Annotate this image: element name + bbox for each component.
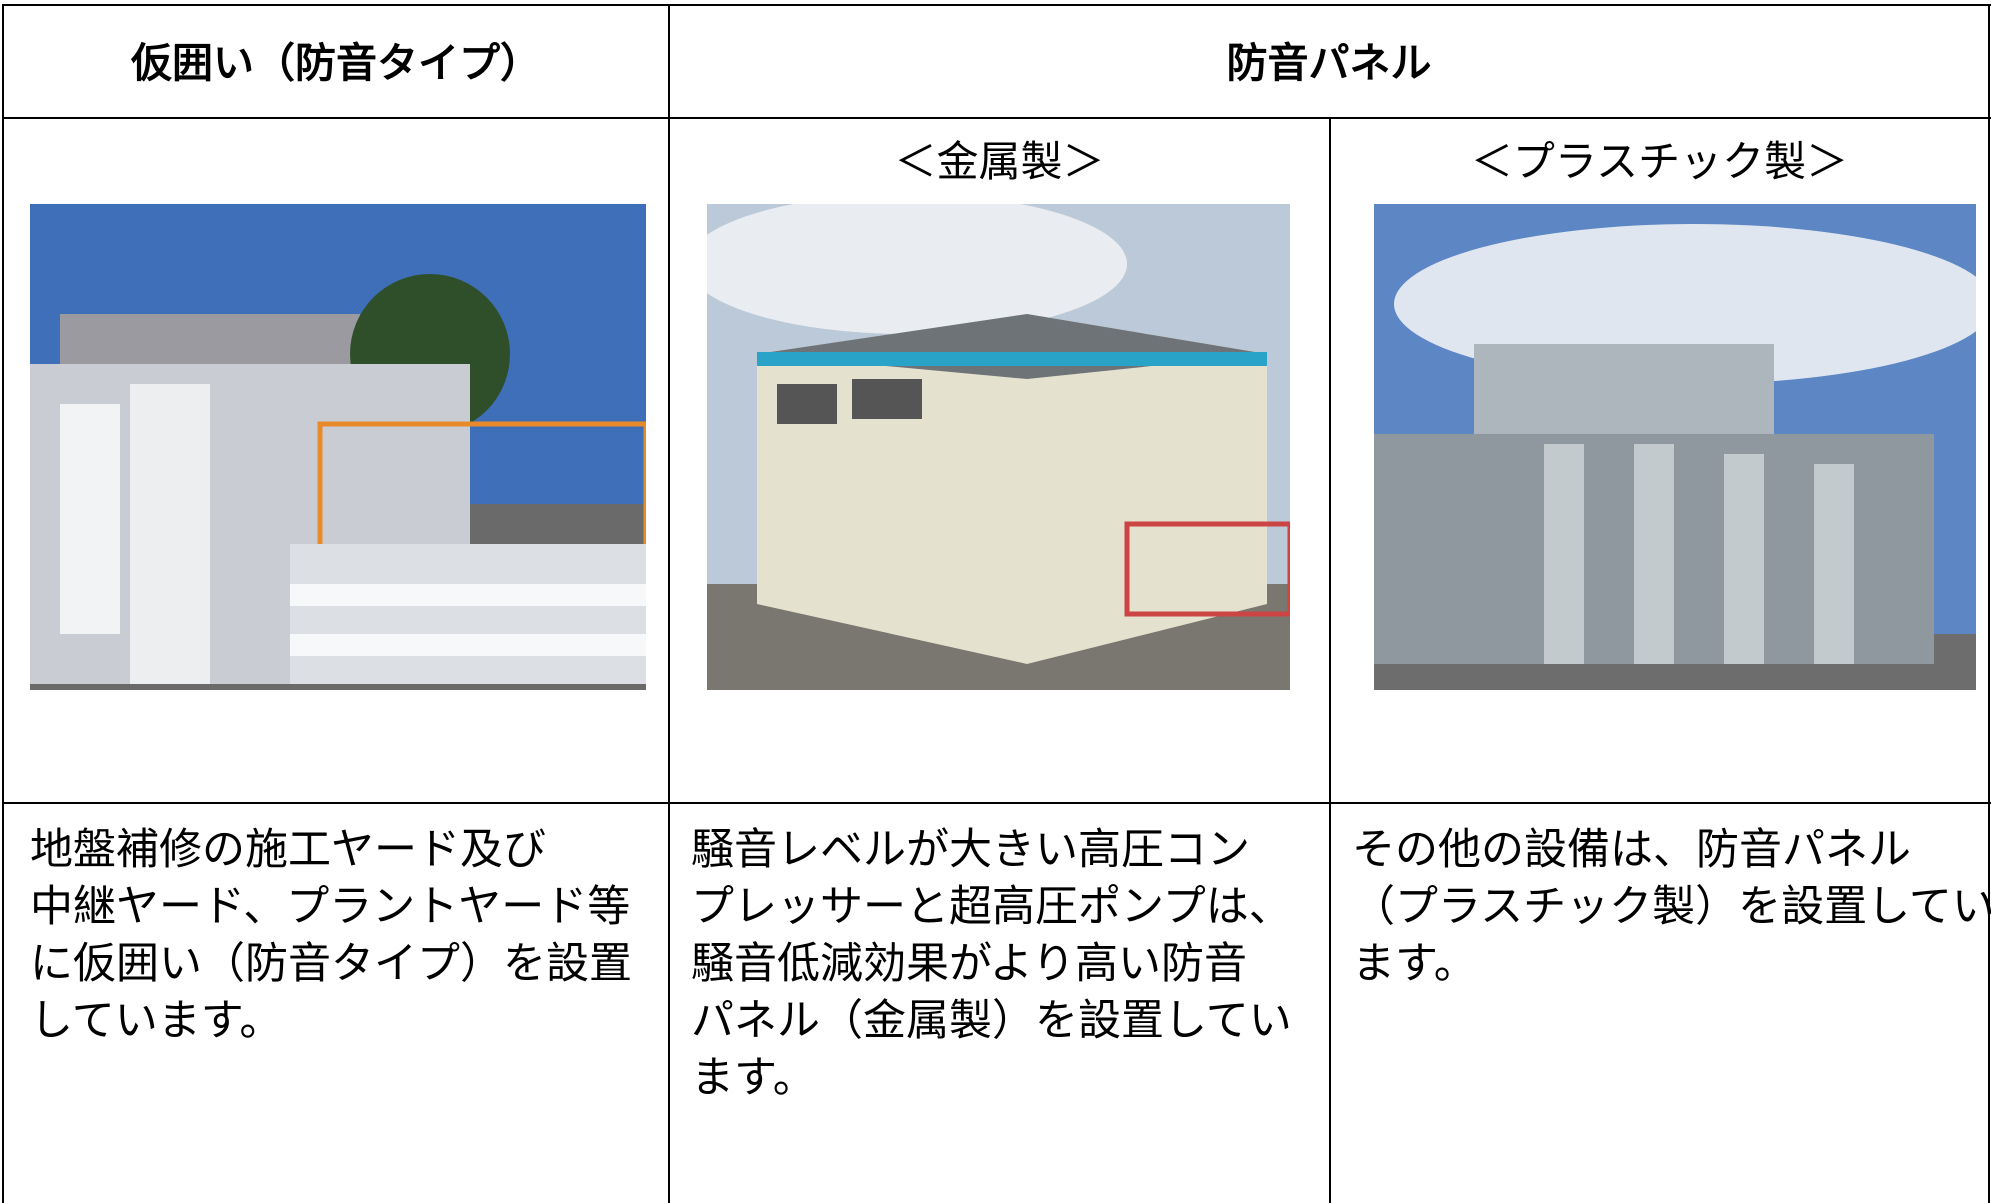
- text-line: 騒音レベルが大きい高圧コン: [691, 825, 1250, 875]
- table-border: [2, 4, 4, 1203]
- description: その他の設備は、防音パネル （プラスチック製）を設置してい ます。: [1352, 822, 1991, 993]
- text-line: その他の設備は、防音パネル: [1352, 825, 1911, 875]
- text-line: しています。: [30, 996, 283, 1046]
- description: 騒音レベルが大きい高圧コン プレッサーと超高圧ポンプは、 騒音低減効果がより高い防音…: [691, 822, 1292, 1107]
- photo: [30, 204, 646, 690]
- text-line: 中継ヤード、プラントヤード等: [30, 882, 631, 932]
- text-line: プレッサーと超高圧ポンプは、: [691, 882, 1292, 932]
- subheader: ＜金属製＞: [894, 137, 1105, 186]
- description: 地盤補修の施工ヤード及び中継ヤード、プラントヤード等 に仮囲い（防音タイプ）を設置…: [30, 822, 632, 1050]
- text-line: （プラスチック製）を設置してい: [1352, 882, 1991, 932]
- text-line: 地盤補修の施工ヤード及び: [30, 825, 546, 875]
- text-line: に仮囲い（防音タイプ）を設置: [30, 939, 632, 989]
- text-line: ます。: [691, 1053, 816, 1103]
- table-border: [1329, 117, 1331, 1203]
- table-border: [2, 802, 1991, 804]
- text-line: パネル（金属製）を設置してい: [691, 996, 1292, 1046]
- photo: [707, 204, 1290, 690]
- table-border: [2, 117, 1991, 119]
- header-cell: 防音パネル: [1226, 39, 1432, 87]
- header-cell: 仮囲い（防音タイプ）: [131, 39, 541, 87]
- photo: [1374, 204, 1976, 690]
- table-border: [2, 4, 1991, 6]
- text-line: ます。: [1352, 939, 1477, 989]
- text-line: 騒音低減効果がより高い防音: [691, 939, 1247, 989]
- subheader: ＜プラスチック製＞: [1470, 137, 1849, 186]
- table-border: [1988, 4, 1990, 1203]
- table-border: [668, 4, 670, 1203]
